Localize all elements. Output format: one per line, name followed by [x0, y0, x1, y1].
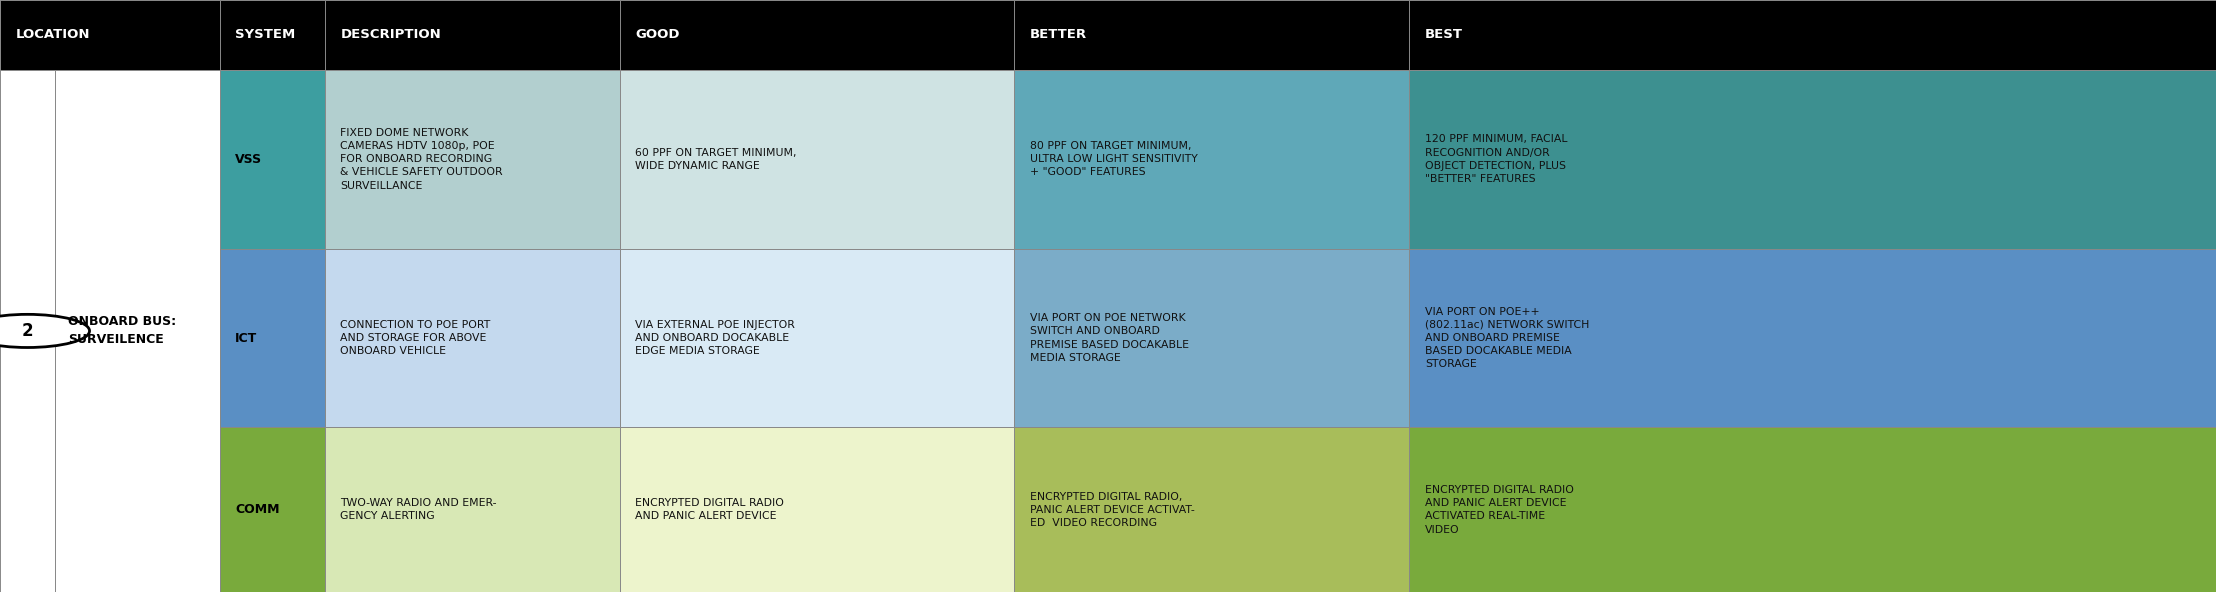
Bar: [1015, 249, 1409, 427]
Text: ENCRYPTED DIGITAL RADIO
AND PANIC ALERT DEVICE: ENCRYPTED DIGITAL RADIO AND PANIC ALERT …: [636, 498, 784, 522]
Text: VIA PORT ON POE++
(802.11ac) NETWORK SWITCH
AND ONBOARD PREMISE
BASED DOCAKABLE : VIA PORT ON POE++ (802.11ac) NETWORK SWI…: [1425, 307, 1589, 369]
Text: VIA PORT ON POE NETWORK
SWITCH AND ONBOARD
PREMISE BASED DOCAKABLE
MEDIA STORAGE: VIA PORT ON POE NETWORK SWITCH AND ONBOA…: [1030, 313, 1190, 363]
Bar: [1015, 427, 1409, 592]
Text: BETTER: BETTER: [1030, 28, 1088, 41]
Bar: [55, 70, 219, 592]
Text: 80 PPF ON TARGET MINIMUM,
ULTRA LOW LIGHT SENSITIVITY
+ "GOOD" FEATURES: 80 PPF ON TARGET MINIMUM, ULTRA LOW LIGH…: [1030, 141, 1197, 178]
Text: VIA EXTERNAL POE INJECTOR
AND ONBOARD DOCAKABLE
EDGE MEDIA STORAGE: VIA EXTERNAL POE INJECTOR AND ONBOARD DO…: [636, 320, 796, 356]
Text: BEST: BEST: [1425, 28, 1463, 41]
Bar: [219, 70, 326, 249]
Circle shape: [0, 314, 89, 348]
Text: 2: 2: [22, 322, 33, 340]
Bar: [326, 249, 620, 427]
Text: ONBOARD BUS:
SURVEILENCE: ONBOARD BUS: SURVEILENCE: [69, 316, 177, 346]
Bar: [620, 0, 1015, 70]
Bar: [326, 70, 620, 249]
Text: VSS: VSS: [235, 153, 261, 166]
Bar: [219, 249, 326, 427]
Text: DESCRIPTION: DESCRIPTION: [341, 28, 441, 41]
Text: CONNECTION TO POE PORT
AND STORAGE FOR ABOVE
ONBOARD VEHICLE: CONNECTION TO POE PORT AND STORAGE FOR A…: [341, 320, 490, 356]
Bar: [1409, 249, 2216, 427]
Text: LOCATION: LOCATION: [16, 28, 91, 41]
Text: 120 PPF MINIMUM, FACIAL
RECOGNITION AND/OR
OBJECT DETECTION, PLUS
"BETTER" FEATU: 120 PPF MINIMUM, FACIAL RECOGNITION AND/…: [1425, 134, 1567, 184]
Bar: [1409, 70, 2216, 249]
Bar: [0, 0, 219, 70]
Bar: [1409, 0, 2216, 70]
Bar: [1409, 427, 2216, 592]
Bar: [326, 427, 620, 592]
Bar: [219, 427, 326, 592]
Text: TWO-WAY RADIO AND EMER-
GENCY ALERTING: TWO-WAY RADIO AND EMER- GENCY ALERTING: [341, 498, 496, 522]
Text: 60 PPF ON TARGET MINIMUM,
WIDE DYNAMIC RANGE: 60 PPF ON TARGET MINIMUM, WIDE DYNAMIC R…: [636, 147, 796, 171]
Text: ICT: ICT: [235, 332, 257, 345]
Text: ENCRYPTED DIGITAL RADIO
AND PANIC ALERT DEVICE
ACTIVATED REAL-TIME
VIDEO: ENCRYPTED DIGITAL RADIO AND PANIC ALERT …: [1425, 485, 1573, 535]
Text: ENCRYPTED DIGITAL RADIO,
PANIC ALERT DEVICE ACTIVAT-
ED  VIDEO RECORDING: ENCRYPTED DIGITAL RADIO, PANIC ALERT DEV…: [1030, 491, 1194, 528]
Bar: [1015, 70, 1409, 249]
Text: FIXED DOME NETWORK
CAMERAS HDTV 1080p, POE
FOR ONBOARD RECORDING
& VEHICLE SAFET: FIXED DOME NETWORK CAMERAS HDTV 1080p, P…: [341, 128, 503, 191]
Bar: [620, 70, 1015, 249]
Bar: [219, 0, 326, 70]
Text: GOOD: GOOD: [636, 28, 680, 41]
Bar: [620, 427, 1015, 592]
Text: COMM: COMM: [235, 503, 279, 516]
Bar: [0, 70, 55, 592]
Text: SYSTEM: SYSTEM: [235, 28, 295, 41]
Bar: [326, 0, 620, 70]
Bar: [1015, 0, 1409, 70]
Bar: [620, 249, 1015, 427]
